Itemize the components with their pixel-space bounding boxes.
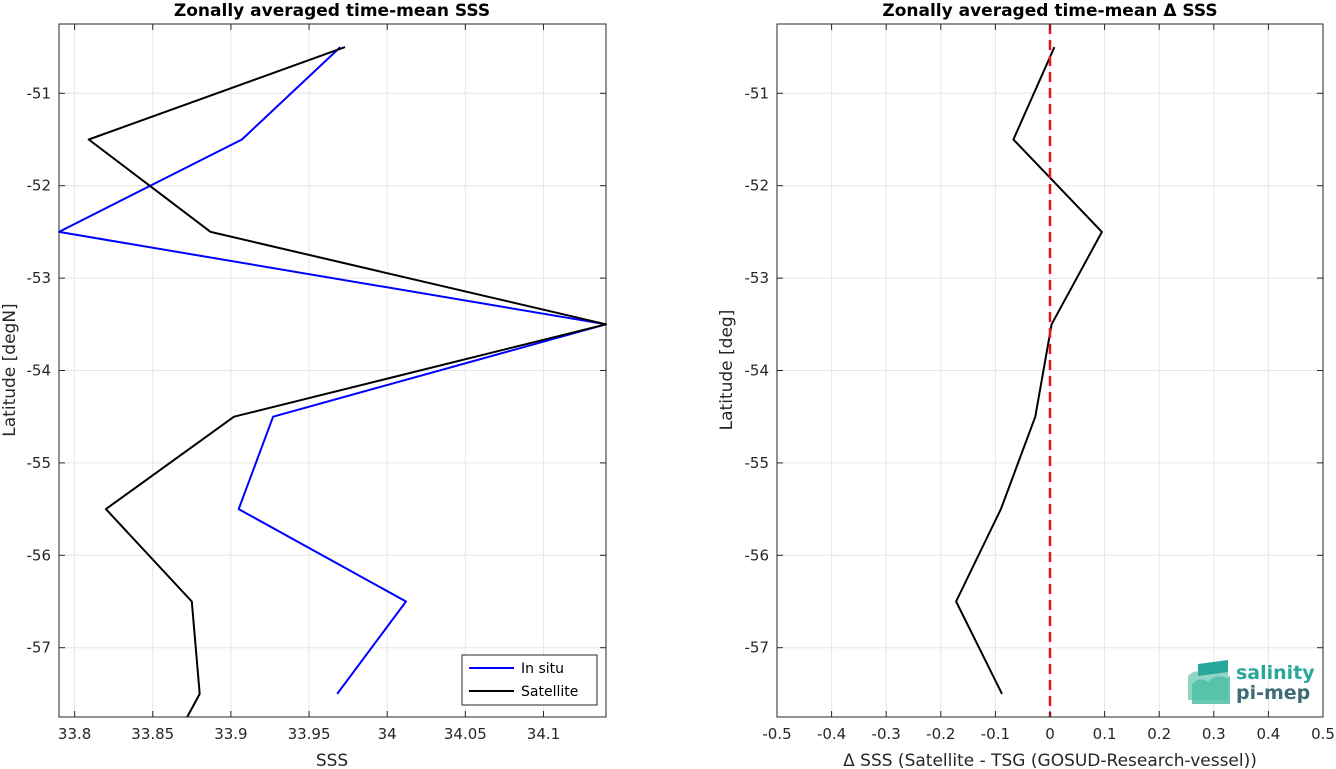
sss-chart-title: Zonally averaged time-mean SSS bbox=[174, 1, 490, 21]
sss-y-tick-label: -53 bbox=[27, 269, 52, 287]
delta-x-tick-label: -0.1 bbox=[981, 725, 1010, 743]
delta-y-axis-label: Latitude [deg] bbox=[717, 310, 737, 431]
logo-pi-mep-text: pi-mep bbox=[1236, 682, 1310, 704]
legend-label-in-situ: In situ bbox=[521, 661, 564, 677]
delta-x-tick-label: 0.3 bbox=[1202, 725, 1226, 743]
sss-x-tick-label: 34 bbox=[378, 725, 397, 743]
sss-ticks: 33.8 33.85 33.9 33.95 34 34.05 34.1 -57 -56 -55 -5… bbox=[27, 24, 606, 743]
delta-x-tick-label: 0.1 bbox=[1093, 725, 1117, 743]
delta-x-tick-label: -0.5 bbox=[762, 725, 791, 743]
delta-x-tick-label: -0.4 bbox=[817, 725, 846, 743]
sss-x-tick-label: 33.95 bbox=[288, 725, 331, 743]
delta-series-line-delta bbox=[955, 46, 1103, 695]
delta-x-axis-label: Δ SSS (Satellite - TSG (GOSUD-Research-v… bbox=[843, 751, 1257, 769]
sss-y-tick-label: -54 bbox=[27, 362, 52, 380]
delta-y-tick-label: -54 bbox=[745, 362, 770, 380]
sss-series-group bbox=[58, 46, 607, 718]
logo-salinity-text: salinity bbox=[1236, 662, 1315, 684]
sss-x-tick-label: 33.85 bbox=[131, 725, 174, 743]
sss-x-tick-label: 34.1 bbox=[527, 725, 560, 743]
sss-series-line-satellite bbox=[87, 46, 607, 718]
delta-sss-panel: -0.5 -0.4 -0.3 -0.2 -0.1 0 0.1 0.2 0.3 0.4 0.5 -57 -… bbox=[717, 1, 1335, 769]
sss-y-tick-label: -57 bbox=[27, 639, 52, 657]
sss-x-axis-label: SSS bbox=[316, 751, 348, 769]
delta-chart-title: Zonally averaged time-mean Δ SSS bbox=[882, 1, 1217, 21]
sss-x-tick-label: 33.9 bbox=[214, 725, 247, 743]
delta-x-tick-label: -0.2 bbox=[926, 725, 955, 743]
delta-ticks: -0.5 -0.4 -0.3 -0.2 -0.1 0 0.1 0.2 0.3 0.4 0.5 -57 -… bbox=[745, 24, 1335, 743]
logo-wave-icon bbox=[1188, 660, 1230, 704]
delta-x-tick-label: 0.5 bbox=[1311, 725, 1335, 743]
delta-y-tick-label: -53 bbox=[745, 269, 770, 287]
sss-y-tick-label: -56 bbox=[27, 546, 52, 564]
sss-y-tick-label: -51 bbox=[27, 84, 52, 102]
sss-series-line-in-situ bbox=[58, 46, 607, 695]
sss-y-tick-label: -55 bbox=[27, 454, 52, 472]
delta-y-tick-label: -57 bbox=[745, 639, 770, 657]
sss-panel: 33.8 33.85 33.9 33.95 34 34.05 34.1 -57 -56 -55 -5… bbox=[0, 1, 607, 769]
delta-x-tick-label: 0 bbox=[1045, 725, 1055, 743]
delta-x-tick-label: 0.2 bbox=[1147, 725, 1171, 743]
legend-label-satellite: Satellite bbox=[521, 684, 578, 700]
sss-y-axis-label: Latitude [degN] bbox=[0, 303, 20, 436]
legend: In situ Satellite bbox=[461, 654, 598, 706]
delta-y-tick-label: -56 bbox=[745, 546, 770, 564]
sss-x-tick-label: 34.05 bbox=[444, 725, 487, 743]
delta-y-tick-label: -51 bbox=[745, 84, 770, 102]
sss-x-tick-label: 33.8 bbox=[58, 725, 91, 743]
salinity-pi-mep-logo: salinity pi-mep bbox=[1188, 660, 1315, 704]
delta-y-tick-label: -55 bbox=[745, 454, 770, 472]
legend-box bbox=[461, 654, 598, 706]
delta-x-tick-label: -0.3 bbox=[872, 725, 901, 743]
sss-y-tick-label: -52 bbox=[27, 177, 52, 195]
delta-y-tick-label: -52 bbox=[745, 177, 770, 195]
delta-series-group bbox=[955, 24, 1103, 717]
delta-x-tick-label: 0.4 bbox=[1256, 725, 1280, 743]
